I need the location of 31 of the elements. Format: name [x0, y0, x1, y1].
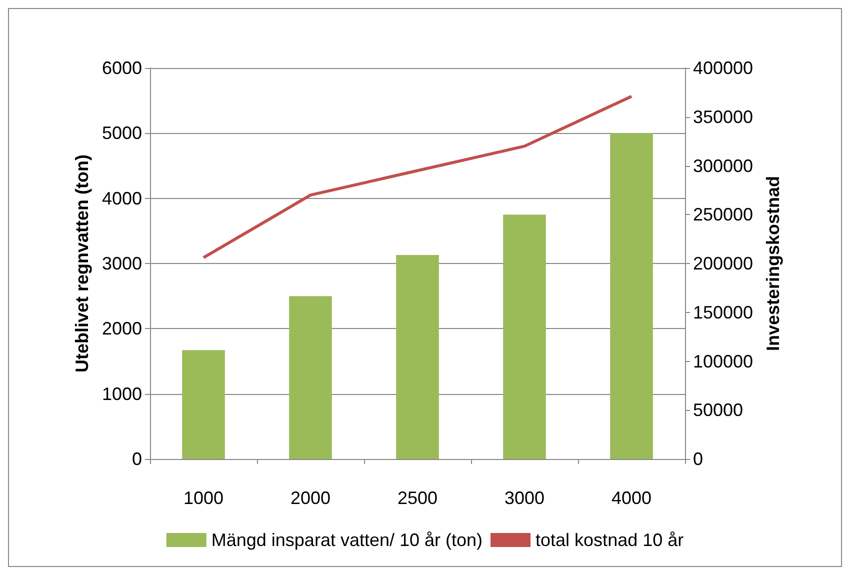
bar [182, 350, 225, 459]
y2-tick-label: 250000 [693, 204, 754, 225]
bar [289, 296, 332, 459]
y2-tick-label: 350000 [693, 106, 754, 127]
line-series [202, 94, 633, 260]
x-tick-label: 4000 [611, 488, 652, 508]
bar [503, 214, 546, 459]
x-tick-label: 3000 [504, 488, 545, 508]
y2-tick-label: 400000 [693, 58, 754, 78]
legend-label: Mängd insparat vatten/ 10 år (ton) [211, 530, 483, 550]
x-tick-label: 2000 [290, 488, 331, 508]
y-tick-label: 1000 [102, 384, 142, 404]
y-axis-title: Uteblivet regnvatten (ton) [72, 154, 92, 373]
y2-axis-title: Investeringskostnad [762, 176, 783, 352]
y2-tick-label: 300000 [693, 156, 754, 176]
y2-tick-label: 100000 [693, 351, 754, 372]
y2-tick-label: 150000 [693, 302, 754, 322]
y-tick-label: 2000 [102, 318, 142, 339]
y2-tick-label: 0 [693, 449, 704, 469]
x-tick-label: 2500 [397, 488, 438, 508]
y-tick-label: 0 [132, 449, 142, 469]
bar [396, 255, 439, 459]
bar [610, 133, 653, 459]
x-tick-label: 1000 [183, 488, 224, 508]
legend-label: total kostnad 10 år [536, 530, 684, 550]
y2-tick-label: 50000 [693, 400, 744, 420]
y2-tick-label: 200000 [693, 254, 754, 274]
y-tick-label: 5000 [102, 123, 142, 144]
y-tick-label: 3000 [102, 254, 142, 274]
y-tick-label: 6000 [102, 58, 142, 78]
y-tick-label: 4000 [102, 188, 142, 208]
